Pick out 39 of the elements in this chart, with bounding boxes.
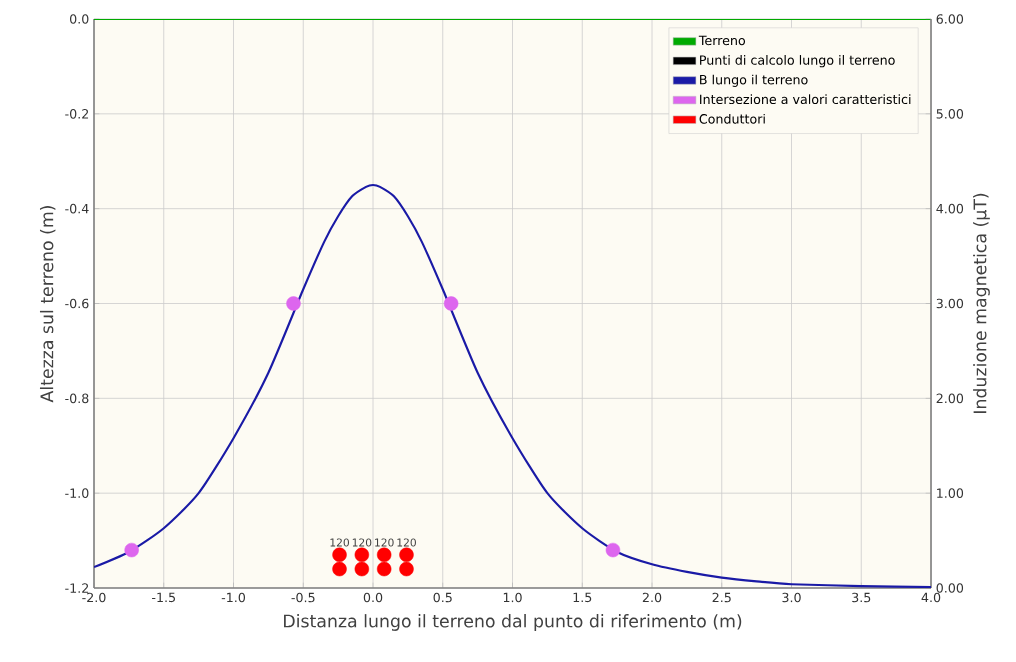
legend-label: Conduttori xyxy=(699,113,765,124)
legend-label: Punti di calcolo lungo il terreno xyxy=(700,55,895,68)
x-tick-label: -2.0 xyxy=(82,592,106,603)
annotation: 120 xyxy=(352,538,372,547)
y2-tick-label: 1.00 xyxy=(937,488,964,498)
x-tick-label: 3.0 xyxy=(782,592,801,603)
x-tick-label: -0.5 xyxy=(291,592,315,603)
x-tick-label: 0.0 xyxy=(363,592,383,603)
y2-axis-title: Induzione magnetica (µT) xyxy=(973,193,990,413)
annotation: 120 xyxy=(375,538,394,547)
x-tick-label: 0.5 xyxy=(433,592,452,603)
y-axis-title: Altezza sul terreno (m) xyxy=(39,206,56,403)
x-tick-label: 3.5 xyxy=(852,592,871,603)
y2-tick-label: 5.00 xyxy=(936,109,964,119)
legend-label: Intersezione a valori caratteristici xyxy=(700,94,911,105)
legend-label: Terreno xyxy=(698,35,746,46)
y-tick-label: -1.0 xyxy=(65,488,89,498)
y-tick-label: -1.2 xyxy=(65,583,89,593)
x-tick-label: 4.0 xyxy=(921,592,941,603)
y-tick-label: -0.4 xyxy=(65,203,89,214)
y2-tick-label: 0.00 xyxy=(936,583,964,593)
annotation: 120 xyxy=(330,538,349,547)
x-tick-label: 2.5 xyxy=(712,592,731,603)
y2-tick-label: 2.00 xyxy=(936,393,964,404)
y-tick-label: -0.8 xyxy=(65,393,89,404)
x-tick-label: 2.0 xyxy=(642,592,662,603)
y2-tick-label: 4.00 xyxy=(936,203,964,214)
y2-tick-label: 3.00 xyxy=(936,298,964,309)
x-tick-label: -1.0 xyxy=(221,592,246,603)
x-axis-title: Distanza lungo il terreno dal punto di riferimento (m) xyxy=(284,614,742,631)
x-tick-label: 1.0 xyxy=(503,592,522,603)
x-tick-label: -1.5 xyxy=(152,592,176,603)
y-tick-label: -0.6 xyxy=(65,298,89,309)
y2-tick-label: 6.00 xyxy=(936,14,964,24)
annotation: 120 xyxy=(397,538,416,547)
y-tick-label: 0.0 xyxy=(69,14,89,24)
x-tick-label: 1.5 xyxy=(573,592,592,603)
legend-label: B lungo il terreno xyxy=(700,74,808,87)
y-tick-label: -0.2 xyxy=(65,109,89,119)
